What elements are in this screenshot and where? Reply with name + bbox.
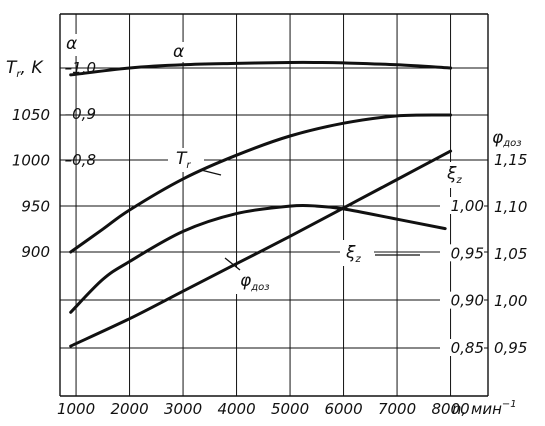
x-tick-label: 5000 [271, 400, 309, 418]
alpha-tick-label: –0,8 [65, 151, 96, 169]
xi-tick-bg [440, 197, 484, 214]
right-axis-2-label: φдоз [492, 128, 522, 149]
label-mask [4, 55, 58, 79]
x-tick-label: 1000 [57, 400, 95, 418]
phi-tick-label: 1,15 [494, 151, 527, 169]
phi-tick-label: 1,05 [494, 245, 527, 263]
x-tick-label: 6000 [324, 400, 362, 418]
x-tick-label: 2000 [110, 400, 148, 418]
xi-tick-label: 1,00 [451, 197, 484, 215]
tr-tick-label: 900 [21, 243, 50, 261]
grid-lines [60, 14, 488, 396]
phi-tick-label: 1,00 [494, 292, 527, 310]
xi-curve-label: ξz [345, 243, 361, 265]
label-mask [440, 162, 476, 188]
alpha-curve-label: α [173, 42, 184, 62]
series-line-phi [69, 203, 447, 314]
left-axis-1-label: α [66, 34, 77, 54]
series-line-alpha [69, 60, 453, 77]
phi-curve-label: φдоз [240, 271, 270, 293]
alpha-tick-label: –0,9 [65, 105, 96, 123]
tick-labels: 1000 2000 3000 4000 5000 6000 7000 8000–1,0–0,9… [12, 59, 528, 418]
label-mask [62, 34, 84, 56]
x-tick-label: 7000 [378, 400, 416, 418]
xi-tick-bg [440, 244, 484, 262]
tr-curve-label: Tr [176, 149, 191, 171]
xi-right-label: ξz [446, 164, 462, 186]
phi-tick-label: 0,95 [494, 339, 527, 357]
left-axis-2-label: Tr, K [6, 58, 44, 80]
label-mask [164, 42, 190, 62]
series-lines [4, 34, 476, 348]
x-tick-label: 4000 [217, 400, 255, 418]
label-mask [232, 268, 280, 294]
x-axis-label: n, мин−1 [452, 399, 517, 418]
tr-label-leader [200, 169, 222, 176]
tr-tick-label: 950 [21, 197, 50, 215]
tr-tick-label: 1050 [12, 106, 50, 124]
label-mask [168, 148, 204, 172]
label-mask [340, 240, 374, 266]
xi-tick-label: 0,95 [451, 244, 484, 262]
xi-tick-bg [440, 339, 484, 356]
xi-tick-bg [440, 291, 484, 309]
xi-tick-label: 0,85 [451, 339, 484, 357]
phi-label-leader [224, 257, 241, 271]
series-line-Tr [69, 113, 453, 254]
xi-tick-label: 0,90 [451, 292, 484, 310]
tr-tick-label: 1000 [12, 152, 50, 170]
phi-tick-label: 1,10 [494, 198, 527, 216]
axes [59, 13, 489, 397]
x-tick-label: 3000 [164, 400, 202, 418]
x-tick-label: 8000 [431, 400, 469, 418]
series-line-xi [69, 149, 453, 348]
